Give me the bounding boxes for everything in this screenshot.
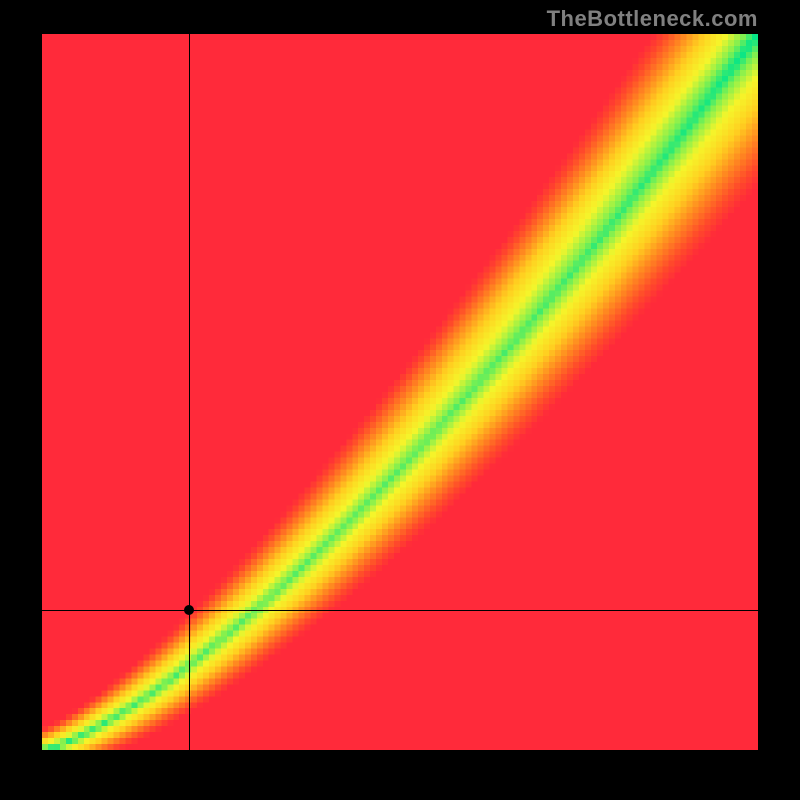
heatmap-plot — [42, 34, 758, 750]
crosshair-vertical — [189, 34, 190, 750]
crosshair-marker — [184, 605, 194, 615]
crosshair-horizontal — [42, 610, 758, 611]
heatmap-canvas — [42, 34, 758, 750]
watermark-text: TheBottleneck.com — [547, 6, 758, 32]
